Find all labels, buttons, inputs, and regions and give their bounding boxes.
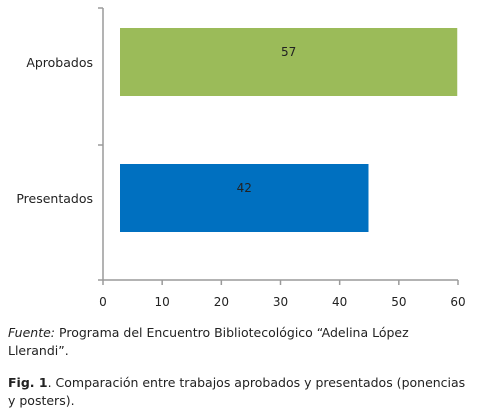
figure-text: . Comparación entre trabajos aprobados y… [8,375,466,408]
bar-presentados [120,164,369,232]
data-label: 57 [281,45,296,59]
x-tick-label: 40 [332,295,347,309]
x-tick-label: 20 [214,295,229,309]
category-label: Aprobados [26,55,93,70]
bar-aprobados [120,28,458,96]
x-tick-label: 30 [273,295,288,309]
x-tick-label: 0 [99,295,107,309]
category-label: Presentados [16,191,93,206]
figure-label: Fig. 1 [8,375,48,390]
bar-chart: 0 10 20 30 40 50 60 Aprobados 57 Presentados 42 [16,7,466,309]
source-label: Fuente: [8,325,56,340]
data-label: 42 [237,181,252,195]
x-tick-label: 50 [391,295,406,309]
x-tick-label: 60 [450,295,465,309]
source-text: Programa del Encuentro Bibliotecológico … [8,325,409,358]
x-tick-label: 10 [155,295,170,309]
figure-caption: Fig. 1. Comparación entre trabajos aprob… [8,374,473,410]
source-caption: Fuente: Programa del Encuentro Bibliotec… [8,324,473,360]
